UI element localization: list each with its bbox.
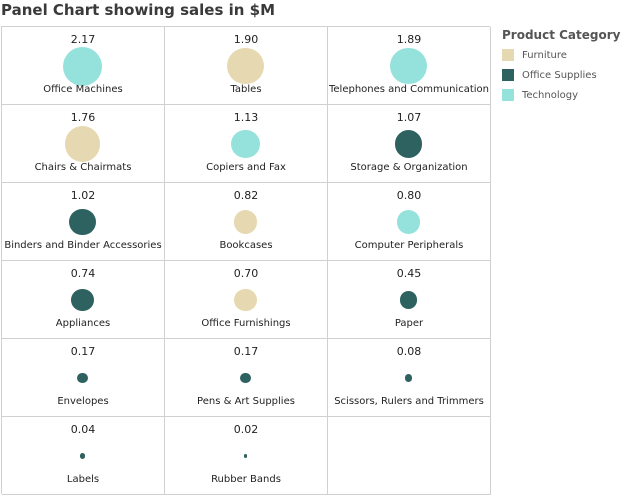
category-label: Telephones and Communication (329, 84, 489, 95)
legend-label: Office Supplies (522, 69, 597, 81)
data-label: 1.90 (233, 33, 259, 46)
legend-item[interactable]: Furniture (502, 45, 620, 65)
data-label: 2.17 (70, 33, 96, 46)
legend-swatch (502, 69, 514, 81)
panel-cell: 0.80 Computer Peripherals (328, 183, 491, 261)
panel-cell: 1.90 Tables (165, 27, 328, 105)
data-label: 0.70 (233, 267, 259, 280)
data-label: 0.74 (70, 267, 96, 280)
panel-cell: 1.13 Copiers and Fax (165, 105, 328, 183)
panel-cell: 0.82 Bookcases (165, 183, 328, 261)
data-label: 0.04 (70, 423, 96, 436)
category-label: Pens & Art Supplies (197, 396, 295, 407)
legend-items: Furniture Office Supplies Technology (502, 45, 620, 105)
legend-swatch (502, 89, 514, 101)
category-label: Paper (394, 318, 424, 329)
category-label: Binders and Binder Accessories (4, 240, 162, 251)
panel-cell: 0.02 Rubber Bands (165, 417, 328, 495)
panel-cell: 0.74 Appliances (2, 261, 165, 339)
legend-item[interactable]: Office Supplies (502, 65, 620, 85)
panel-cell: 1.89 Telephones and Communication (328, 27, 491, 105)
legend-item[interactable]: Technology (502, 85, 620, 105)
bubble-mark[interactable] (240, 372, 251, 384)
data-label: 0.80 (396, 189, 422, 202)
data-label: 0.17 (70, 345, 96, 358)
panel-cell: 1.76 Chairs & Chairmats (2, 105, 165, 183)
category-label: Office Furnishings (201, 318, 291, 329)
bubble-mark[interactable] (227, 47, 264, 85)
bubble-mark[interactable] (71, 288, 94, 312)
category-label: Copiers and Fax (206, 162, 286, 173)
panel-cell: 0.17 Envelopes (2, 339, 165, 417)
bubble-mark[interactable] (243, 454, 248, 458)
category-label: Computer Peripherals (354, 240, 464, 251)
bubble-mark[interactable] (79, 453, 86, 459)
data-label: 1.02 (70, 189, 96, 202)
data-label: 0.45 (396, 267, 422, 280)
legend-title: Product Category (502, 28, 621, 42)
bubble-mark[interactable] (399, 291, 418, 309)
category-label: Storage & Organization (350, 162, 468, 173)
category-label: Envelopes (57, 396, 109, 407)
category-label: Labels (66, 474, 100, 485)
bubble-mark[interactable] (404, 374, 413, 382)
data-label: 0.08 (396, 345, 422, 358)
bubble-mark[interactable] (234, 288, 257, 312)
category-label: Appliances (55, 318, 111, 329)
panel-cell: 0.08 Scissors, Rulers and Trimmers (328, 339, 491, 417)
panel-cell: 1.02 Binders and Binder Accessories (2, 183, 165, 261)
bubble-mark[interactable] (231, 129, 260, 159)
legend-label: Furniture (522, 49, 567, 61)
data-label: 1.07 (396, 111, 422, 124)
panel-cell: 2.17 Office Machines (2, 27, 165, 105)
category-label: Office Machines (43, 84, 123, 95)
bubble-mark[interactable] (63, 46, 102, 86)
data-label: 1.76 (70, 111, 96, 124)
legend: Product Category Furniture Office Supplie… (502, 28, 620, 105)
bubble-mark[interactable] (390, 47, 427, 85)
bubble-mark[interactable] (394, 130, 423, 158)
data-label: 1.89 (396, 33, 422, 46)
data-label: 0.02 (233, 423, 259, 436)
data-label: 1.13 (233, 111, 259, 124)
category-label: Rubber Bands (211, 474, 281, 485)
panel-cell: 0.45 Paper (328, 261, 491, 339)
bubble-mark[interactable] (396, 210, 421, 234)
panel-grid: 2.17 Office Machines 1.90 Tables 1.89 Telepho… (1, 26, 491, 495)
bubble-mark[interactable] (77, 372, 88, 384)
bubble-mark[interactable] (64, 126, 101, 162)
legend-swatch (502, 49, 514, 61)
bubble-mark[interactable] (69, 208, 96, 236)
panel-cell: 1.07 Storage & Organization (328, 105, 491, 183)
data-label: 0.82 (233, 189, 259, 202)
legend-label: Technology (522, 89, 579, 101)
category-label: Chairs & Chairmats (34, 162, 132, 173)
category-label: Bookcases (219, 240, 273, 251)
chart-title: Panel Chart showing sales in $M (1, 1, 275, 19)
category-label: Scissors, Rulers and Trimmers (334, 396, 484, 407)
data-label: 0.17 (233, 345, 259, 358)
panel-cell: 0.70 Office Furnishings (165, 261, 328, 339)
panel-cell: 0.04 Labels (2, 417, 165, 495)
bubble-mark[interactable] (233, 210, 258, 234)
panel-cell (328, 417, 491, 495)
panel-cell: 0.17 Pens & Art Supplies (165, 339, 328, 417)
category-label: Tables (230, 84, 262, 95)
